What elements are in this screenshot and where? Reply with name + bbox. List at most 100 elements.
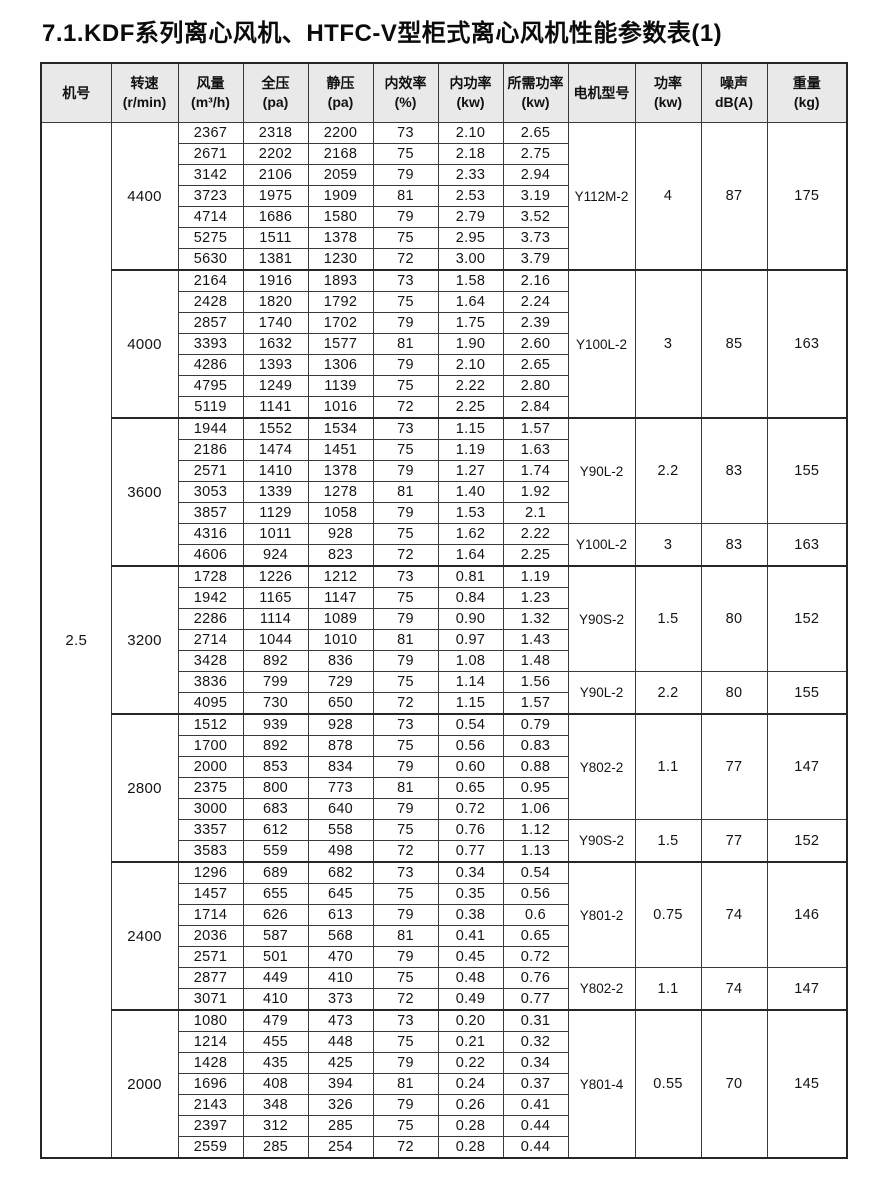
cell-static-pressure: 834 <box>307 756 374 778</box>
header-unit: (%) <box>394 94 417 110</box>
cell-airflow: 4714 <box>177 206 244 228</box>
motor-power-cell: 0.55 <box>634 1009 702 1159</box>
cell-required-power: 1.57 <box>502 417 569 440</box>
cell-total-pressure: 1820 <box>242 291 309 313</box>
motor-weight-cell: 145 <box>766 1009 848 1159</box>
cell-efficiency: 79 <box>372 502 439 524</box>
motor-model-cell: Y801-4 <box>567 1009 636 1159</box>
cell-static-pressure: 1580 <box>307 206 374 228</box>
motor-model-cell: Y90S-2 <box>567 565 636 672</box>
header-label: 风量 <box>196 75 225 92</box>
cell-internal-power: 0.84 <box>437 587 504 609</box>
cell-internal-power: 0.24 <box>437 1073 504 1095</box>
cell-required-power: 2.75 <box>502 143 569 165</box>
cell-static-pressure: 928 <box>307 523 374 545</box>
cell-static-pressure: 645 <box>307 883 374 905</box>
cell-efficiency: 81 <box>372 1073 439 1095</box>
cell-internal-power: 2.10 <box>437 122 504 144</box>
cell-airflow: 1080 <box>177 1009 244 1032</box>
cell-required-power: 2.39 <box>502 312 569 334</box>
cell-efficiency: 73 <box>372 565 439 588</box>
cell-static-pressure: 823 <box>307 544 374 567</box>
cell-internal-power: 2.22 <box>437 375 504 397</box>
motor-model-cell: Y90L-2 <box>567 417 636 524</box>
cell-required-power: 1.74 <box>502 460 569 482</box>
cell-airflow: 4795 <box>177 375 244 397</box>
motor-power-cell: 2.2 <box>634 417 702 524</box>
cell-efficiency: 73 <box>372 269 439 292</box>
cell-internal-power: 2.33 <box>437 164 504 186</box>
column-header-static-pressure: 静压 (pa) <box>307 62 374 123</box>
cell-airflow: 4606 <box>177 544 244 567</box>
cell-airflow: 2428 <box>177 291 244 313</box>
cell-efficiency: 79 <box>372 1052 439 1074</box>
cell-required-power: 2.22 <box>502 523 569 545</box>
cell-airflow: 1714 <box>177 904 244 926</box>
table-row: 2000 1080 479 473 73 0.20 0.31 Y801-4 0.55 70 145 <box>41 1009 848 1159</box>
cell-internal-power: 1.40 <box>437 481 504 503</box>
cell-efficiency: 79 <box>372 904 439 926</box>
cell-airflow: 3723 <box>177 185 244 207</box>
cell-required-power: 0.88 <box>502 756 569 778</box>
header-unit: (pa) <box>327 94 354 110</box>
cell-required-power: 0.95 <box>502 777 569 799</box>
cell-total-pressure: 348 <box>242 1094 309 1116</box>
table-row: 3053 1339 1278 81 1.40 1.92 <box>41 481 847 503</box>
cell-total-pressure: 1686 <box>242 206 309 228</box>
cell-internal-power: 0.77 <box>437 840 504 863</box>
cell-required-power: 2.65 <box>502 122 569 144</box>
table-row: 2428 1820 1792 75 1.64 2.24 <box>41 291 847 313</box>
cell-internal-power: 2.18 <box>437 143 504 165</box>
cell-required-power: 3.73 <box>502 227 569 249</box>
table-row: 2671 2202 2168 75 2.18 2.75 <box>41 143 847 165</box>
header-unit: (kg) <box>793 94 820 110</box>
cell-total-pressure: 408 <box>242 1073 309 1095</box>
motor-noise-cell: 80 <box>700 671 768 715</box>
cell-internal-power: 0.38 <box>437 904 504 926</box>
cell-efficiency: 75 <box>372 1031 439 1053</box>
motor-noise-cell: 70 <box>700 1009 768 1159</box>
cell-required-power: 3.52 <box>502 206 569 228</box>
column-header-speed: 转速 (r/min) <box>110 62 179 123</box>
cell-internal-power: 1.62 <box>437 523 504 545</box>
cell-efficiency: 75 <box>372 587 439 609</box>
cell-static-pressure: 1534 <box>307 417 374 440</box>
cell-static-pressure: 836 <box>307 650 374 672</box>
table-row: 2800 1512 939 928 73 0.54 0.79 Y802-2 1.1 77 147 <box>41 713 848 863</box>
cell-required-power: 0.34 <box>502 1052 569 1074</box>
cell-internal-power: 0.28 <box>437 1115 504 1137</box>
speed-cell: 3200 <box>110 565 179 715</box>
cell-static-pressure: 1306 <box>307 354 374 376</box>
motor-weight-cell: 147 <box>766 713 848 820</box>
header-unit: (kw) <box>521 94 550 110</box>
cell-internal-power: 1.14 <box>437 671 504 693</box>
column-header-efficiency: 内效率 (%) <box>372 62 439 123</box>
cell-total-pressure: 479 <box>242 1009 309 1032</box>
column-header-motor-model: 电机型号 <box>567 62 636 123</box>
cell-total-pressure: 683 <box>242 798 309 820</box>
cell-total-pressure: 435 <box>242 1052 309 1074</box>
cell-airflow: 2559 <box>177 1136 244 1159</box>
cell-airflow: 2000 <box>177 756 244 778</box>
cell-total-pressure: 799 <box>242 671 309 693</box>
header-unit: dB(A) <box>714 94 754 110</box>
cell-total-pressure: 1632 <box>242 333 309 355</box>
cell-static-pressure: 1702 <box>307 312 374 334</box>
cell-internal-power: 1.90 <box>437 333 504 355</box>
cell-required-power: 0.72 <box>502 946 569 968</box>
cell-required-power: 2.94 <box>502 164 569 186</box>
cell-efficiency: 81 <box>372 777 439 799</box>
cell-airflow: 2397 <box>177 1115 244 1137</box>
cell-total-pressure: 1339 <box>242 481 309 503</box>
cell-static-pressure: 2168 <box>307 143 374 165</box>
motor-noise-cell: 74 <box>700 967 768 1011</box>
motor-power-cell: 0.75 <box>634 861 702 968</box>
cell-efficiency: 79 <box>372 460 439 482</box>
cell-efficiency: 79 <box>372 312 439 334</box>
cell-efficiency: 79 <box>372 206 439 228</box>
cell-efficiency: 73 <box>372 1009 439 1032</box>
cell-efficiency: 81 <box>372 481 439 503</box>
cell-internal-power: 0.65 <box>437 777 504 799</box>
cell-airflow: 2571 <box>177 946 244 968</box>
header-label: 静压 <box>326 75 355 92</box>
